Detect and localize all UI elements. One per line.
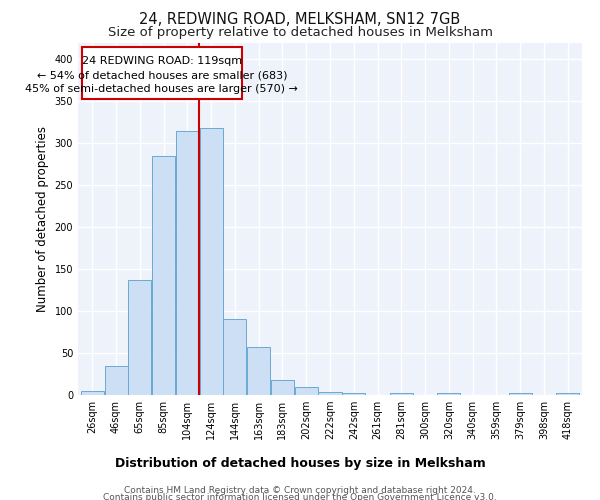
Bar [152,156,175,395]
Bar [509,394,532,395]
Bar [295,386,318,395]
Text: Size of property relative to detached houses in Melksham: Size of property relative to detached ho… [107,26,493,39]
Bar [556,394,579,395]
Bar [271,380,294,395]
Text: ← 54% of detached houses are smaller (683): ← 54% of detached houses are smaller (68… [37,70,287,81]
Text: Contains HM Land Registry data © Crown copyright and database right 2024.: Contains HM Land Registry data © Crown c… [124,486,476,495]
Bar [200,128,223,395]
FancyBboxPatch shape [82,46,242,98]
Text: 24, REDWING ROAD, MELKSHAM, SN12 7GB: 24, REDWING ROAD, MELKSHAM, SN12 7GB [139,12,461,28]
Text: 45% of semi-detached houses are larger (570) →: 45% of semi-detached houses are larger (… [25,84,298,94]
Text: Contains public sector information licensed under the Open Government Licence v3: Contains public sector information licen… [103,493,497,500]
Bar [81,391,104,395]
Text: Distribution of detached houses by size in Melksham: Distribution of detached houses by size … [115,458,485,470]
Bar [104,366,128,395]
Bar [223,320,247,395]
Y-axis label: Number of detached properties: Number of detached properties [36,126,49,312]
Bar [176,130,199,395]
Bar [247,347,270,395]
Bar [437,394,460,395]
Text: 24 REDWING ROAD: 119sqm: 24 REDWING ROAD: 119sqm [82,56,242,66]
Bar [390,394,413,395]
Bar [128,280,151,395]
Bar [342,394,365,395]
Bar [319,392,341,395]
